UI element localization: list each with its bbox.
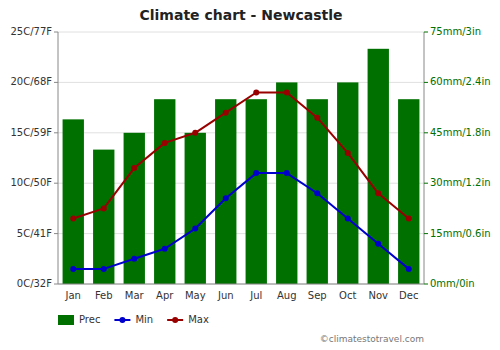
marker — [253, 170, 259, 176]
background — [0, 0, 500, 350]
y2-tick-label: 60mm/2.4in — [430, 76, 491, 87]
y2-tick-label: 75mm/3in — [430, 26, 481, 37]
legend-label: Max — [188, 314, 209, 325]
line — [73, 173, 409, 269]
marker — [406, 215, 412, 221]
annotation: ©climatestotravel.com — [320, 334, 424, 344]
y-tick-label: 10C/50F — [10, 177, 52, 188]
y-tick-label: 15C/59F — [10, 127, 52, 138]
bar — [63, 119, 84, 284]
y2-tick-label: 15mm/0.6in — [430, 228, 491, 239]
y-tick-label: 25C/77F — [10, 26, 52, 37]
y2-tick — [424, 32, 428, 33]
x-tick-label: Nov — [368, 290, 388, 301]
marker — [314, 115, 320, 121]
marker — [406, 266, 412, 272]
legend-label: Prec — [79, 314, 100, 325]
legend-swatch — [58, 315, 74, 325]
y-tick — [54, 32, 58, 33]
legend-marker — [172, 317, 178, 323]
y2-tick — [424, 284, 428, 285]
marker — [375, 241, 381, 247]
bar — [93, 150, 114, 284]
bar — [337, 82, 358, 284]
y-tick — [54, 132, 58, 133]
y2-tick — [424, 132, 428, 133]
grid — [58, 32, 424, 284]
x-tick-label: Aug — [277, 290, 297, 301]
marker — [101, 205, 107, 211]
x-tick-label: Mar — [125, 290, 145, 301]
plot-area — [63, 49, 420, 284]
y2-tick — [424, 82, 428, 83]
marker — [70, 266, 76, 272]
line — [73, 92, 409, 218]
y2-tick — [424, 233, 428, 234]
marker — [192, 130, 198, 136]
y-tick — [54, 284, 58, 285]
marker — [223, 110, 229, 116]
bar — [276, 82, 297, 284]
bar — [185, 133, 206, 284]
legend-marker — [119, 317, 125, 323]
bar — [398, 99, 419, 284]
axes: 0C/32F 5C/41F 10C/50F 15C/59F 20C/68F 25C/77F… — [10, 26, 490, 301]
y-tick-label: 20C/68F — [10, 76, 52, 87]
bar — [154, 99, 175, 284]
y2-tick-label: 45mm/1.8in — [430, 127, 491, 138]
legend-label: Min — [135, 314, 153, 325]
y-tick-label: 5C/41F — [17, 228, 52, 239]
marker — [162, 140, 168, 146]
chart: Climate chart - Newcastle 0C/32F 5C/41F 10C… — [0, 0, 500, 350]
marker — [284, 89, 290, 95]
x-tick-label: Oct — [339, 290, 356, 301]
x-axis-line — [58, 284, 424, 285]
marker — [284, 170, 290, 176]
marker — [375, 190, 381, 196]
grid-line — [58, 284, 424, 285]
y-tick — [54, 183, 58, 184]
legend: Prec Min Max — [58, 314, 209, 325]
marker — [162, 246, 168, 252]
y2-tick-label: 0mm/0in — [430, 278, 475, 289]
y2-axis-line — [424, 32, 425, 284]
marker — [223, 195, 229, 201]
x-tick-label: May — [185, 290, 206, 301]
marker — [253, 89, 259, 95]
marker — [70, 215, 76, 221]
marker — [101, 266, 107, 272]
marker — [192, 226, 198, 232]
x-tick-label: Jul — [249, 290, 262, 301]
grid-line — [58, 32, 424, 33]
y2-tick-label: 30mm/1.2in — [430, 177, 491, 188]
x-tick-label: Apr — [156, 290, 174, 301]
x-tick-label: Dec — [399, 290, 418, 301]
marker — [131, 165, 137, 171]
x-tick-label: Sep — [308, 290, 327, 301]
marker — [345, 215, 351, 221]
marker — [314, 190, 320, 196]
x-tick-label: Feb — [95, 290, 113, 301]
title: Climate chart - Newcastle — [139, 7, 342, 23]
bar — [246, 99, 267, 284]
marker — [131, 256, 137, 262]
y-tick — [54, 82, 58, 83]
x-tick-label: Jun — [217, 290, 234, 301]
y-tick-label: 0C/32F — [17, 278, 52, 289]
y-tick — [54, 233, 58, 234]
y2-tick — [424, 183, 428, 184]
x-tick-label: Jan — [65, 290, 81, 301]
y-axis-line — [58, 32, 59, 284]
marker — [345, 150, 351, 156]
